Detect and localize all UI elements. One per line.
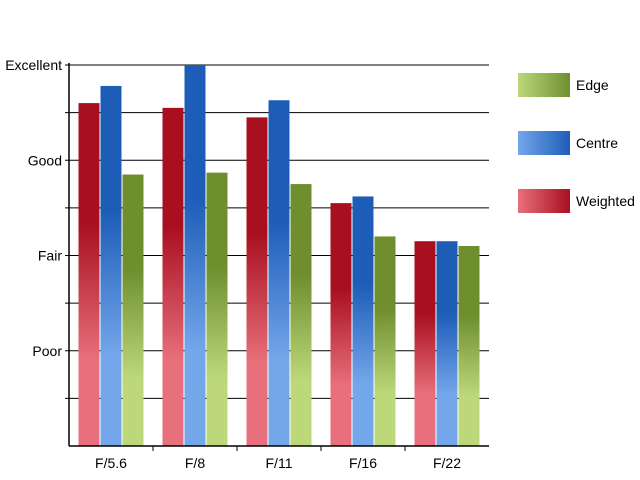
x-tick-label: F/8 bbox=[185, 455, 205, 471]
y-tick-label: Fair bbox=[38, 248, 62, 264]
y-tick-label: Poor bbox=[32, 343, 62, 359]
bar-centre-1 bbox=[100, 85, 122, 446]
x-tick-label: F/11 bbox=[266, 455, 293, 471]
legend-swatch-weighted bbox=[518, 189, 570, 213]
y-tick-labels: Poor Fair Good Excellent bbox=[5, 57, 62, 359]
legend-label-weighted: Weighted bbox=[576, 193, 635, 209]
y-tick-label: Good bbox=[28, 152, 62, 168]
bars bbox=[78, 65, 480, 447]
bar-weighted-1 bbox=[78, 103, 100, 446]
axes bbox=[65, 63, 489, 451]
legend-label-edge: Edge bbox=[576, 77, 609, 93]
bar-edge-2 bbox=[206, 172, 228, 446]
legend-label-centre: Centre bbox=[576, 135, 618, 151]
bar-weighted-5 bbox=[414, 241, 436, 446]
bar-centre-2 bbox=[184, 65, 206, 446]
bar-centre-5 bbox=[436, 241, 458, 446]
bar-edge-3 bbox=[290, 184, 312, 446]
bar-edge-5 bbox=[458, 245, 480, 446]
bar-weighted-2 bbox=[162, 107, 184, 447]
legend-swatch-edge bbox=[518, 73, 570, 97]
legend-swatch-centre bbox=[518, 131, 570, 155]
legend: Edge Centre Weighted bbox=[518, 73, 635, 213]
bar-centre-4 bbox=[352, 196, 374, 446]
x-tick-label: F/16 bbox=[349, 455, 377, 471]
bar-weighted-3 bbox=[246, 117, 268, 446]
x-tick-label: F/5.6 bbox=[95, 455, 127, 471]
x-tick-labels: F/5.6 F/8 F/11 F/16 F/22 bbox=[95, 455, 461, 471]
x-tick-label: F/22 bbox=[433, 455, 461, 471]
bar-edge-4 bbox=[374, 236, 396, 446]
bar-edge-1 bbox=[122, 174, 144, 446]
bar-centre-3 bbox=[268, 100, 290, 447]
bar-weighted-4 bbox=[330, 203, 352, 446]
y-tick-label: Excellent bbox=[5, 57, 62, 73]
